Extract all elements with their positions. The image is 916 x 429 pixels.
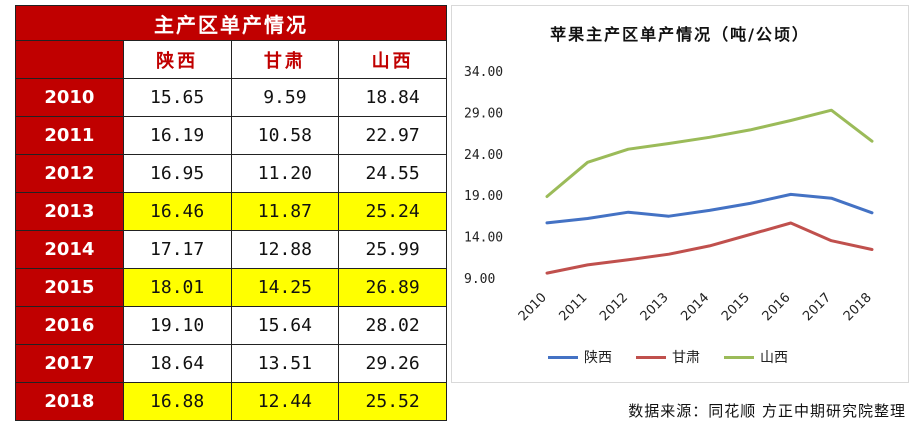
legend-swatch <box>636 355 666 359</box>
table-row: 2018 16.88 12.44 25.52 <box>15 382 447 421</box>
legend-item: 陕西 <box>548 347 612 367</box>
x-tick-label: 2014 <box>678 290 712 324</box>
source-note: 数据来源：同花顺 方正中期研究院整理 <box>628 402 906 420</box>
table-row: 2013 16.46 11.87 25.24 <box>15 192 447 231</box>
y-tick-label: 14.00 <box>464 231 503 246</box>
value-cell: 13.51 <box>230 344 340 383</box>
value-cell: 11.20 <box>230 154 340 193</box>
value-cell: 18.64 <box>122 344 232 383</box>
value-cell: 17.17 <box>122 230 232 269</box>
column-header: 陕西 <box>122 40 232 79</box>
y-tick-label: 29.00 <box>464 106 503 121</box>
year-cell: 2013 <box>15 192 124 231</box>
line-chart: 苹果主产区单产情况（吨/公顷） 9.00 14.00 19.00 24.00 29.00… <box>451 5 909 383</box>
value-cell: 25.24 <box>338 192 447 231</box>
value-cell: 25.52 <box>338 382 447 421</box>
year-cell: 2010 <box>15 78 124 117</box>
y-tick-label: 34.00 <box>464 65 503 80</box>
value-cell: 12.44 <box>230 382 340 421</box>
legend-label: 山西 <box>760 350 788 366</box>
chart-legend: 陕西 甘肃 山西 <box>548 347 788 367</box>
year-cell: 2011 <box>15 116 124 155</box>
table-row: 2016 19.10 15.64 28.02 <box>15 306 447 345</box>
x-tick-label: 2011 <box>556 290 590 324</box>
year-cell: 2015 <box>15 268 124 307</box>
column-header: 山西 <box>338 40 447 79</box>
value-cell: 16.19 <box>122 116 232 155</box>
x-tick-label: 2018 <box>841 290 875 324</box>
legend-swatch <box>548 355 578 359</box>
value-cell: 28.02 <box>338 306 447 345</box>
legend-item: 山西 <box>724 347 788 367</box>
value-cell: 25.99 <box>338 230 447 269</box>
x-tick-label: 2016 <box>760 290 794 324</box>
value-cell: 11.87 <box>230 192 340 231</box>
value-cell: 9.59 <box>230 78 340 117</box>
y-tick-label: 9.00 <box>464 272 495 287</box>
value-cell: 10.58 <box>230 116 340 155</box>
value-cell: 29.26 <box>338 344 447 383</box>
x-tick-label: 2017 <box>800 290 834 324</box>
x-tick-label: 2012 <box>597 290 631 324</box>
x-tick-label: 2013 <box>638 290 672 324</box>
column-header: 甘肃 <box>230 40 340 79</box>
table-header-row: 陕西 甘肃 山西 <box>15 40 447 79</box>
value-cell: 18.84 <box>338 78 447 117</box>
value-cell: 15.64 <box>230 306 340 345</box>
table-title-row: 主产区单产情况 <box>15 5 447 41</box>
yield-table: 主产区单产情况 陕西 甘肃 山西 2010 15.65 9.59 18.84 2011 16.19… <box>15 5 447 421</box>
year-cell: 2017 <box>15 344 124 383</box>
value-cell: 14.25 <box>230 268 340 307</box>
legend-label: 甘肃 <box>672 350 700 366</box>
year-cell: 2014 <box>15 230 124 269</box>
legend-swatch <box>724 355 754 359</box>
y-tick-label: 19.00 <box>464 189 503 204</box>
series-line-2 <box>545 108 874 198</box>
table-row: 2010 15.65 9.59 18.84 <box>15 78 447 117</box>
table-row: 2012 16.95 11.20 24.55 <box>15 154 447 193</box>
legend-label: 陕西 <box>584 350 612 366</box>
table-row: 2017 18.64 13.51 29.26 <box>15 344 447 383</box>
series-line-1 <box>545 221 874 275</box>
year-cell: 2016 <box>15 306 124 345</box>
series-line-0 <box>545 192 874 225</box>
table-row: 2015 18.01 14.25 26.89 <box>15 268 447 307</box>
value-cell: 22.97 <box>338 116 447 155</box>
value-cell: 12.88 <box>230 230 340 269</box>
value-cell: 19.10 <box>122 306 232 345</box>
legend-item: 甘肃 <box>636 347 700 367</box>
x-tick-label: 2015 <box>719 290 753 324</box>
year-cell: 2018 <box>15 382 124 421</box>
y-tick-label: 24.00 <box>464 148 503 163</box>
value-cell: 18.01 <box>122 268 232 307</box>
x-tick-label: 2010 <box>516 290 550 324</box>
year-cell: 2012 <box>15 154 124 193</box>
value-cell: 15.65 <box>122 78 232 117</box>
table-row: 2011 16.19 10.58 22.97 <box>15 116 447 155</box>
value-cell: 24.55 <box>338 154 447 193</box>
value-cell: 16.95 <box>122 154 232 193</box>
value-cell: 16.46 <box>122 192 232 231</box>
table-corner-cell <box>15 40 124 79</box>
value-cell: 26.89 <box>338 268 447 307</box>
table-title: 主产区单产情况 <box>15 5 447 41</box>
chart-title: 苹果主产区单产情况（吨/公顷） <box>550 25 810 44</box>
value-cell: 16.88 <box>122 382 232 421</box>
table-row: 2014 17.17 12.88 25.99 <box>15 230 447 269</box>
